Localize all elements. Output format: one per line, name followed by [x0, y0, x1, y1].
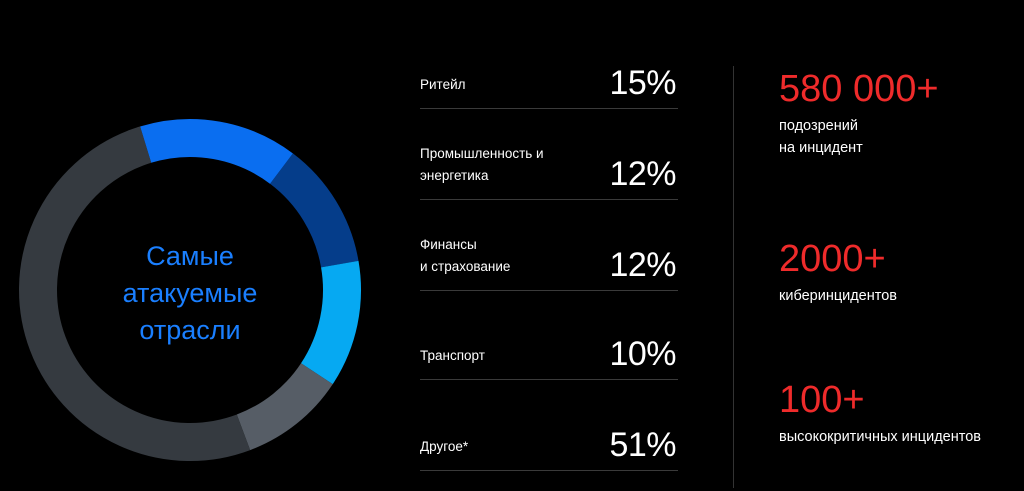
stat-description: высококритичных инцидентов — [779, 426, 981, 448]
legend-label-line: энергетика — [420, 168, 489, 183]
legend-label-line: Финансы — [420, 237, 477, 252]
legend-divider — [420, 290, 678, 291]
legend-value: 10% — [609, 335, 676, 373]
stat-suspicions: 580 000+ подозрений на инцидент — [779, 67, 939, 159]
stat-description-line: высококритичных инцидентов — [779, 429, 981, 445]
legend-row-transport: Транспорт 10% — [420, 291, 678, 380]
legend-divider — [420, 199, 678, 200]
legend-label-line: Промышленность и — [420, 146, 544, 161]
stat-description: подозрений на инцидент — [779, 115, 939, 159]
legend-divider — [420, 470, 678, 471]
stat-value: 2000+ — [779, 238, 886, 280]
legend-label-line: Другое* — [420, 439, 469, 454]
legend-value: 15% — [609, 64, 676, 102]
legend-value: 12% — [609, 246, 676, 284]
legend-divider — [420, 379, 678, 380]
stat-cyberincidents: 2000+ киберинцидентов — [779, 237, 897, 307]
legend-value: 51% — [609, 426, 676, 464]
donut-slice-2 — [19, 119, 361, 461]
legend-label-line: и страхование — [420, 259, 511, 274]
legend-row-retail: Ритейл 15% — [420, 64, 678, 109]
stat-value: 580 000+ — [779, 68, 939, 110]
legend-row-industry: Промышленность и энергетика 12% — [420, 109, 678, 200]
legend-label: Другое* — [420, 436, 468, 458]
donut-chart — [19, 119, 361, 461]
chart-title-line-2: атакуемые — [122, 278, 258, 308]
legend-label-line: Транспорт — [420, 348, 485, 363]
stat-description-line: киберинцидентов — [779, 288, 898, 304]
stat-description: киберинцидентов — [779, 285, 897, 307]
chart-title-line-3: отрасли — [139, 315, 241, 345]
donut-slice-3 — [19, 119, 361, 461]
donut-slice-4 — [19, 119, 361, 461]
legend-label: Промышленность и энергетика — [420, 143, 544, 187]
chart-title-line-1: Самые — [146, 241, 234, 271]
stat-value: 100+ — [779, 379, 865, 421]
legend-row-other: Другое* 51% — [420, 380, 678, 471]
legend-value: 12% — [609, 155, 676, 193]
chart-title: Самые атакуемые отрасли — [90, 238, 290, 349]
legend-label: Ритейл — [420, 74, 466, 96]
stat-description-line: подозрений — [779, 118, 858, 134]
donut-slice-5 — [19, 119, 361, 461]
stat-critical-incidents: 100+ высококритичных инцидентов — [779, 378, 981, 448]
legend-label: Финансы и страхование — [420, 234, 510, 278]
legend-row-finance: Финансы и страхование 12% — [420, 200, 678, 291]
legend-label-line: Ритейл — [420, 77, 466, 92]
legend-divider — [420, 108, 678, 109]
stat-description-line: на инцидент — [779, 140, 863, 156]
legend-label: Транспорт — [420, 345, 485, 367]
vertical-divider — [733, 66, 734, 488]
